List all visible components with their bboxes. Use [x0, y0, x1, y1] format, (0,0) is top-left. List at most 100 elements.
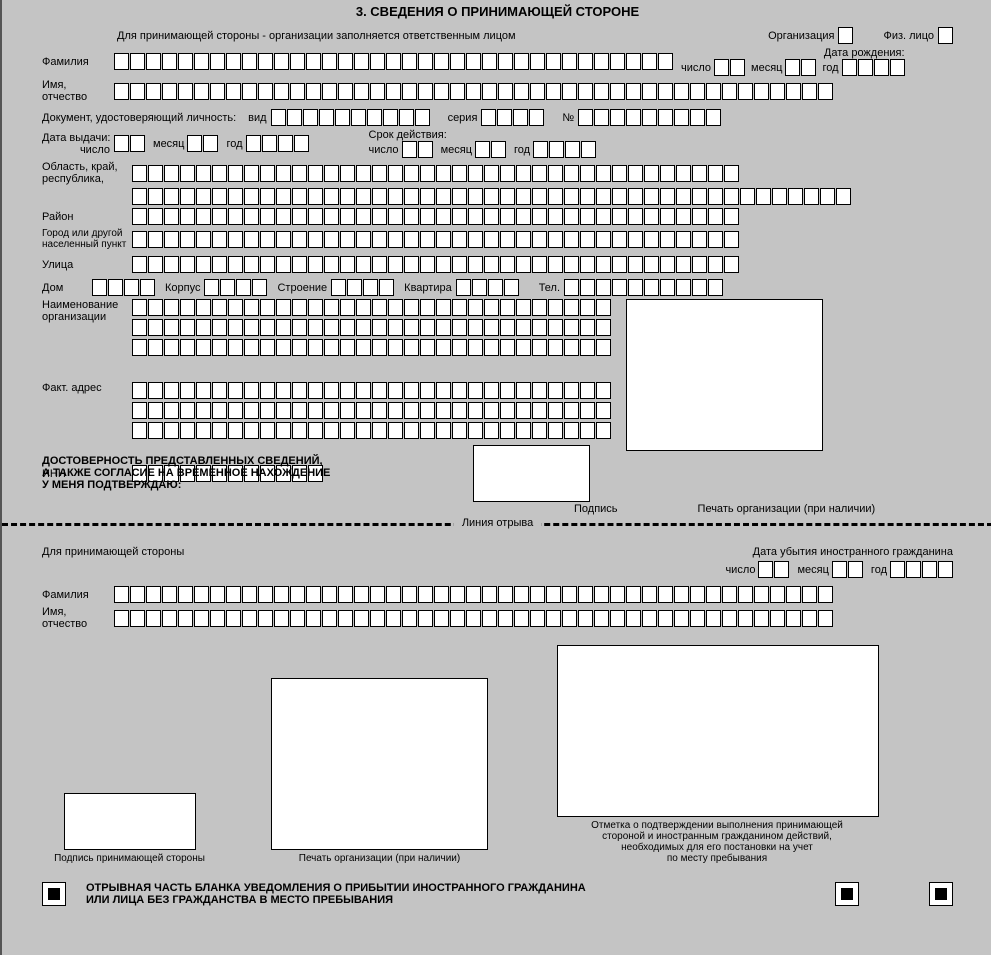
house-cells[interactable] [92, 279, 155, 296]
issue-month[interactable] [187, 135, 218, 152]
header-row: Для принимающей стороны - организации за… [42, 27, 953, 44]
top-note: Для принимающей стороны - организации за… [117, 30, 516, 42]
issue-year[interactable] [246, 135, 309, 152]
flat-cells[interactable] [456, 279, 519, 296]
city-cells[interactable] [132, 231, 739, 248]
valid-month[interactable] [475, 141, 506, 158]
dob-month-label: месяц [751, 62, 782, 74]
org-checkbox[interactable] [838, 27, 853, 44]
dob-label: Дата рождения: [681, 47, 905, 59]
surname2-cells[interactable] [114, 586, 833, 603]
street-row: Улица [42, 256, 953, 273]
dob-month[interactable] [785, 59, 816, 76]
surname2-row: Фамилия [42, 586, 953, 603]
dob-day[interactable] [714, 59, 745, 76]
house-row: Дом Корпус Строение Квартира Тел. [42, 279, 953, 296]
orgname-cells2[interactable] [132, 319, 611, 336]
mark-box [557, 645, 879, 817]
city-row: Город или другой населенный пункт [42, 228, 953, 250]
form-page: 3. СВЕДЕНИЯ О ПРИНИМАЮЩЕЙ СТОРОНЕ Для пр… [0, 0, 991, 955]
name-label: Имя, отчество [42, 79, 114, 103]
dob-year-label: год [822, 62, 838, 74]
orgname-cells1[interactable] [132, 299, 611, 316]
doc-number-cells[interactable] [578, 109, 721, 126]
tear-label: Линия отрыва [454, 517, 541, 529]
signature-box-top [473, 445, 590, 502]
fact-label: Факт. адрес [42, 382, 132, 394]
dob-day-label: число [681, 62, 711, 74]
depart-date-row: число месяц год [42, 561, 953, 578]
region-cells2[interactable] [132, 188, 851, 205]
footer-line1: ОТРЫВНАЯ ЧАСТЬ БЛАНКА УВЕДОМЛЕНИЯ О ПРИБ… [86, 882, 586, 894]
raion-row: Район [42, 208, 953, 225]
dep-day[interactable] [758, 561, 789, 578]
bottom-boxes-row: Подпись принимающей стороны Печать орган… [42, 645, 953, 864]
region-row2 [42, 188, 953, 205]
host-signature-box [64, 793, 196, 850]
dob-year[interactable] [842, 59, 905, 76]
mark-caption: Отметка о подтверждении выполнения прини… [557, 820, 877, 864]
host2-row: Для принимающей стороны Дата убытия инос… [42, 546, 953, 558]
name2-cells[interactable] [114, 610, 833, 627]
issue-day[interactable] [114, 135, 145, 152]
footer-line2: ИЛИ ЛИЦА БЕЗ ГРАЖДАНСТВА В МЕСТО ПРЕБЫВА… [86, 894, 586, 906]
korpus-label: Корпус [165, 282, 200, 294]
stroenie-cells[interactable] [331, 279, 394, 296]
issue-validity-row: Дата выдачи: число месяц год Срок действ… [42, 129, 953, 158]
document-row: Документ, удостоверяющий личность: вид с… [42, 109, 953, 126]
host-sig-caption: Подпись принимающей стороны [42, 853, 217, 864]
name2-label: Имя, отчество [42, 606, 114, 630]
surname-label: Фамилия [42, 56, 114, 68]
doc-series-cells[interactable] [481, 109, 544, 126]
valid-day[interactable] [402, 141, 433, 158]
depart-label: Дата убытия иностранного гражданина [753, 546, 953, 558]
name2-row: Имя, отчество [42, 606, 953, 630]
surname-cells[interactable] [114, 53, 673, 70]
city-label: Город или другой населенный пункт [42, 228, 132, 250]
seal2-caption: Печать организации (при наличии) [257, 853, 502, 864]
surname-row: Фамилия Дата рождения: число месяц год [42, 47, 953, 76]
sig-label: Подпись [574, 503, 618, 515]
host2-label: Для принимающей стороны [42, 546, 184, 558]
fact-cells3[interactable] [132, 422, 611, 439]
region-row1: Область, край, республика, [42, 161, 953, 185]
region-cells[interactable] [132, 165, 739, 182]
issue-month-label: месяц [153, 138, 184, 150]
doc-label: Документ, удостоверяющий личность: [42, 112, 236, 124]
footer-marker-right [929, 882, 953, 906]
sig-labels-row: Подпись Печать организации (при наличии) [42, 503, 953, 515]
valid-month-label: месяц [441, 144, 472, 156]
issue-day-label: число [42, 144, 114, 156]
house-label: Дом [42, 282, 92, 294]
region-label: Область, край, республика, [42, 161, 132, 185]
dep-month-label: месяц [797, 564, 828, 576]
valid-day-label: число [369, 144, 399, 156]
fiz-checkbox[interactable] [938, 27, 953, 44]
seal-box-top [626, 299, 823, 451]
dep-year[interactable] [890, 561, 953, 578]
fact-cells1[interactable] [132, 382, 611, 399]
orgname-cells3[interactable] [132, 339, 611, 356]
seal-box-bottom [271, 678, 488, 850]
issue-label: Дата выдачи: [42, 132, 114, 144]
dep-month[interactable] [832, 561, 863, 578]
org-label: Организация [768, 30, 834, 42]
stroenie-label: Строение [277, 282, 327, 294]
fact-cells2[interactable] [132, 402, 611, 419]
street-cells[interactable] [132, 256, 739, 273]
street-label: Улица [42, 259, 132, 271]
valid-year[interactable] [533, 141, 596, 158]
doc-series-label: серия [448, 112, 478, 124]
dep-year-label: год [871, 564, 887, 576]
name-cells[interactable] [114, 83, 833, 100]
korpus-cells[interactable] [204, 279, 267, 296]
doc-vid-cells[interactable] [271, 109, 430, 126]
surname2-label: Фамилия [42, 589, 114, 601]
seal-label: Печать организации (при наличии) [698, 503, 876, 515]
raion-cells[interactable] [132, 208, 739, 225]
flat-label: Квартира [404, 282, 452, 294]
tel-cells[interactable] [564, 279, 723, 296]
issue-year-label: год [226, 138, 242, 150]
doc-number-label: № [562, 112, 574, 124]
fiz-label: Физ. лицо [883, 30, 934, 42]
